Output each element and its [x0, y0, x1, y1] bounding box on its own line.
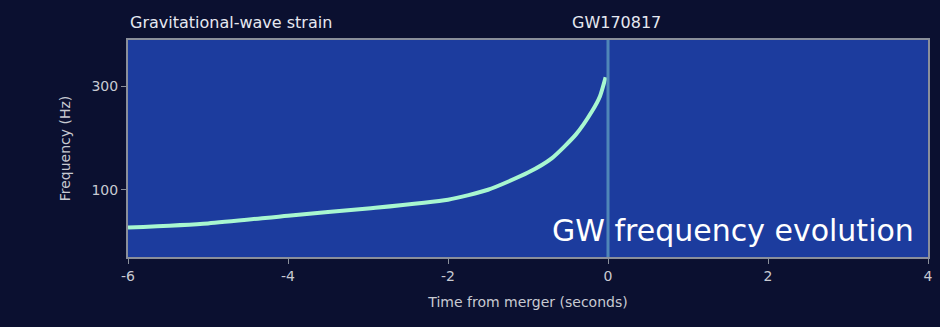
svg-text:2: 2 [764, 268, 773, 284]
svg-text:GW170817: GW170817 [572, 13, 661, 32]
svg-text:4: 4 [924, 268, 933, 284]
svg-text:-6: -6 [121, 268, 135, 284]
svg-text:-2: -2 [441, 268, 455, 284]
svg-text:-4: -4 [281, 268, 295, 284]
svg-text:0: 0 [604, 268, 613, 284]
svg-text:Time from merger (seconds): Time from merger (seconds) [427, 294, 627, 310]
svg-text:100: 100 [91, 182, 118, 198]
svg-text:Frequency (Hz): Frequency (Hz) [57, 96, 73, 202]
svg-text:Gravitational-wave strain: Gravitational-wave strain [130, 13, 332, 32]
svg-text:GW frequency evolution: GW frequency evolution [552, 213, 914, 248]
svg-text:300: 300 [91, 78, 118, 94]
